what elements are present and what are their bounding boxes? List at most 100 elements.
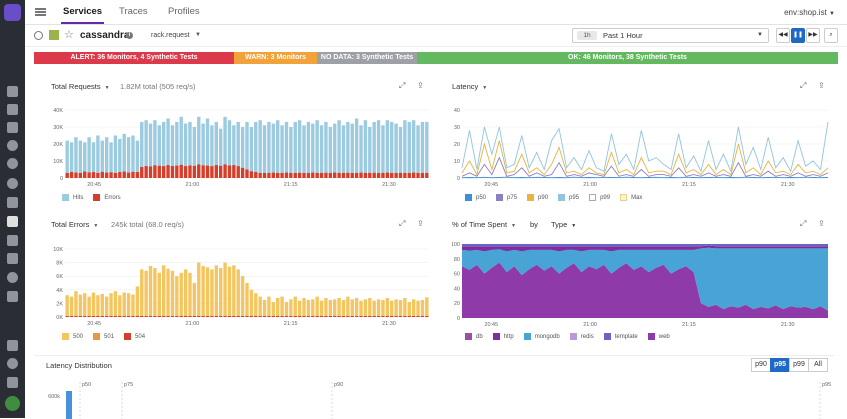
requests-chart: 0 10K 20K 30K 40K 20:45 21:00 21:15 21:30: [53, 108, 429, 188]
expand-icon[interactable]: ⤢: [800, 81, 807, 90]
bar-504: [218, 315, 223, 317]
logs-icon[interactable]: [7, 253, 18, 264]
export-icon[interactable]: ⇪: [818, 219, 825, 228]
timespent-group-selector[interactable]: Type ▼: [551, 220, 576, 229]
p90-button[interactable]: p90: [751, 358, 771, 372]
bar-500: [411, 299, 416, 316]
legend-item-500[interactable]: 500: [62, 333, 83, 340]
hamburger-menu-icon[interactable]: [35, 8, 46, 16]
infrastructure-icon[interactable]: [7, 122, 18, 133]
export-icon[interactable]: ⇪: [818, 81, 825, 90]
legend-item-db[interactable]: db: [465, 333, 483, 340]
legend-item-p95[interactable]: p95: [558, 194, 579, 201]
legend-item-web[interactable]: web: [647, 333, 670, 340]
legend-item-template[interactable]: template: [603, 333, 638, 340]
bar-500: [227, 266, 232, 316]
bar-504: [96, 315, 100, 317]
legend-item-errors[interactable]: Errors: [93, 194, 121, 201]
legend-item-p90[interactable]: p90: [527, 194, 548, 201]
integrations-puzzle-icon[interactable]: [7, 340, 18, 351]
info-icon[interactable]: i: [126, 32, 133, 39]
legend-item-mongodb[interactable]: mongodb: [523, 333, 560, 340]
help-icon[interactable]: [7, 358, 18, 369]
bar-504: [179, 315, 183, 317]
integrations-icon[interactable]: [7, 178, 18, 189]
notebooks-icon[interactable]: [7, 235, 18, 246]
bar-hits: [394, 123, 398, 173]
bar-504: [390, 315, 394, 317]
chevron-down-icon[interactable]: ▼: [195, 32, 201, 38]
security-icon[interactable]: [7, 272, 18, 283]
bar-errors: [87, 172, 91, 178]
dashboards-icon[interactable]: [7, 104, 18, 115]
forward-button[interactable]: ▶▶: [806, 28, 820, 43]
search-button[interactable]: ⌕: [824, 28, 838, 43]
env-label: env:shop.ist: [784, 8, 827, 17]
tab-profiles[interactable]: Profiles: [168, 6, 200, 17]
legend-swatch: [465, 194, 472, 201]
requests-legend: Hits Errors: [62, 194, 121, 201]
tab-traces[interactable]: Traces: [119, 6, 148, 17]
ux-monitoring-icon[interactable]: [7, 291, 18, 302]
bar-500: [284, 302, 289, 316]
bar-500: [144, 270, 148, 316]
legend-item-p75[interactable]: p75: [496, 194, 517, 201]
expand-icon[interactable]: ⤢: [399, 81, 406, 90]
bar-504: [78, 315, 83, 317]
legend-item-p99[interactable]: p99: [589, 194, 610, 201]
legend-item-hits[interactable]: Hits: [62, 194, 83, 201]
all-button[interactable]: All: [808, 358, 828, 372]
timespent-title[interactable]: % of Time Spent ▼: [452, 220, 516, 229]
expand-icon[interactable]: ⤢: [800, 219, 807, 228]
bar-500: [407, 302, 411, 316]
legend-item-501[interactable]: 501: [93, 333, 114, 340]
expand-icon[interactable]: ⤢: [399, 219, 406, 228]
rewind-button[interactable]: ◀◀: [776, 28, 790, 43]
legend-item-504[interactable]: 504: [124, 333, 145, 340]
errors-title[interactable]: Total Errors ▼: [51, 220, 98, 229]
time-range-selector[interactable]: 1h Past 1 Hour ▼: [572, 28, 769, 43]
datadog-logo-icon[interactable]: [4, 4, 21, 21]
pause-button[interactable]: ❚❚: [791, 28, 805, 43]
operation-selector[interactable]: rack.request: [151, 32, 190, 39]
legend-item-p50[interactable]: p50: [465, 194, 486, 201]
latency-title[interactable]: Latency ▼: [452, 82, 487, 91]
apm-icon[interactable]: [7, 216, 18, 227]
export-icon[interactable]: ⇪: [417, 81, 424, 90]
bar-errors: [232, 165, 236, 178]
y-tick-label: 40: [454, 286, 460, 292]
status-warn[interactable]: WARN: 3 Monitors: [234, 52, 317, 64]
star-icon[interactable]: ☆: [64, 29, 74, 41]
bar-500: [65, 295, 69, 316]
status-nodata[interactable]: NO DATA: 3 Synthetic Tests: [317, 52, 417, 64]
p99-button[interactable]: p99: [789, 358, 809, 372]
bar-hits: [411, 120, 416, 173]
legend-item-http[interactable]: http: [492, 333, 514, 340]
bar-500: [416, 300, 420, 316]
env-selector[interactable]: env:shop.ist ▼: [784, 8, 835, 17]
status-ok[interactable]: OK: 46 Monitors, 38 Synthetic Tests: [417, 52, 838, 64]
requests-title[interactable]: Total Requests ▼: [51, 82, 110, 91]
team-icon[interactable]: [7, 377, 18, 388]
avatar[interactable]: [5, 396, 20, 411]
home-icon[interactable]: [7, 86, 18, 97]
metrics-icon[interactable]: [7, 158, 18, 169]
legend-item-max[interactable]: Max: [620, 194, 642, 201]
bar-hits: [179, 116, 183, 165]
tab-services[interactable]: Services: [60, 6, 105, 24]
legend-item-redis[interactable]: redis: [569, 333, 594, 340]
marker-label: p90: [334, 382, 343, 388]
status-alert[interactable]: ALERT: 36 Monitors, 4 Synthetic Tests: [34, 52, 234, 64]
bar-errors: [284, 172, 289, 178]
watchdog-icon[interactable]: [7, 197, 18, 208]
p95-button[interactable]: p95: [770, 358, 790, 372]
distribution-bar: [66, 391, 72, 419]
monitors-icon[interactable]: [7, 140, 18, 151]
export-icon[interactable]: ⇪: [417, 219, 424, 228]
bar-hits: [91, 142, 96, 173]
y-tick-label: 40: [454, 108, 460, 114]
bar-504: [315, 315, 319, 317]
bar-errors: [166, 165, 170, 178]
bar-504: [65, 315, 69, 317]
bar-errors: [223, 164, 227, 178]
